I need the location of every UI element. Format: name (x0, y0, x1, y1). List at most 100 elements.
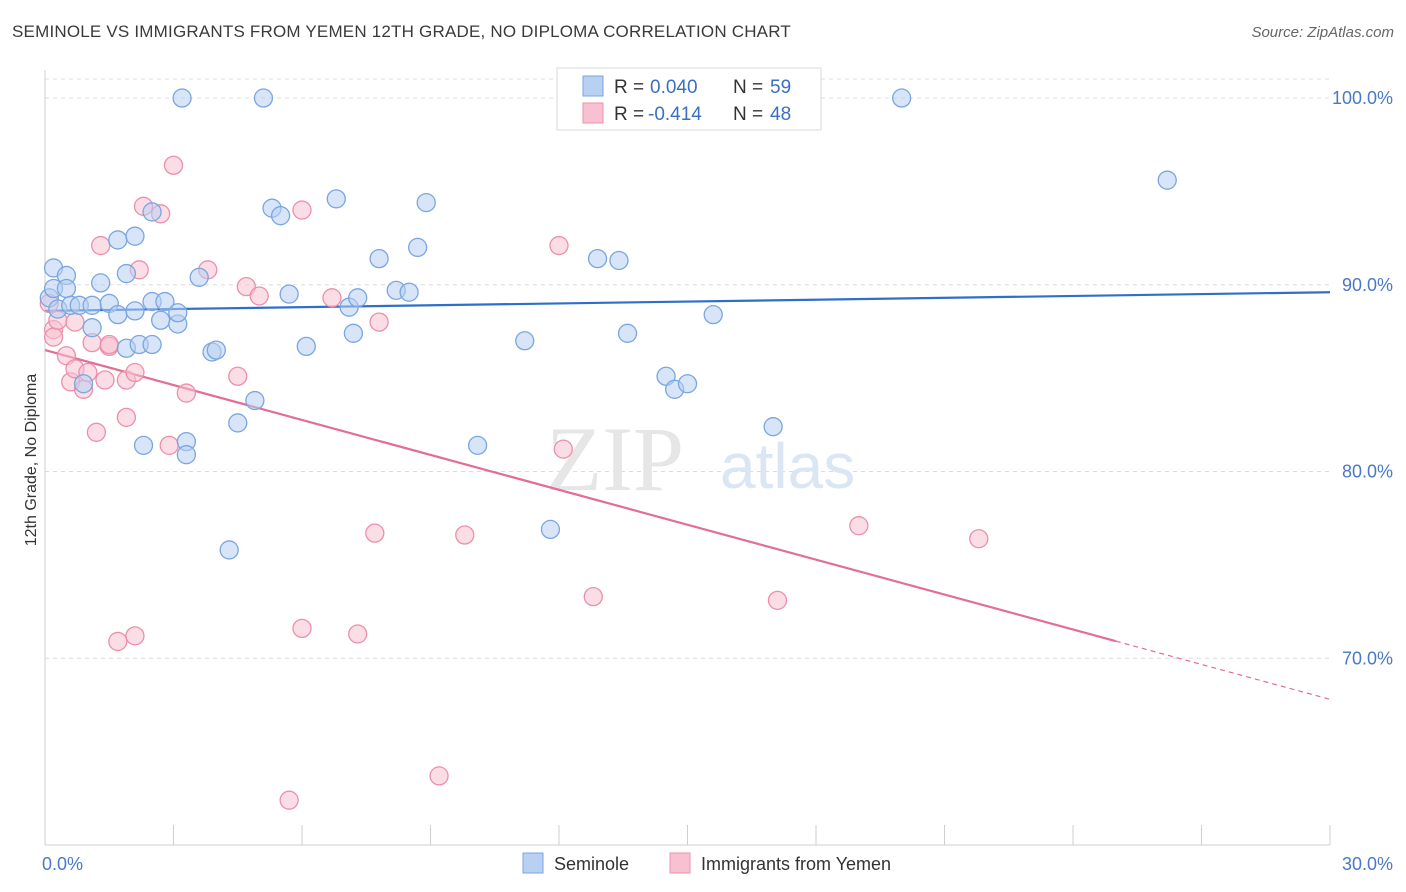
seminole-point (326, 189, 346, 209)
seminole-point (296, 336, 316, 357)
seminole-point (82, 318, 102, 338)
seminole-point (609, 250, 629, 271)
seminole-point (155, 291, 175, 312)
yemen-point (553, 439, 573, 459)
yemen-point (99, 334, 119, 355)
y-tick-labels: 70.0% 80.0% 90.0% 100.0% (1332, 88, 1393, 668)
seminole-point (142, 202, 162, 222)
seminole-point (125, 301, 145, 321)
yemen-point (159, 435, 179, 456)
y-axis-title: 12th Grade, No Diploma (23, 374, 40, 547)
seminole-point (617, 323, 638, 343)
seminole-point (108, 304, 128, 325)
yemen-point (429, 766, 449, 786)
seminole-point (189, 267, 209, 287)
x-tick-label: 30.0% (1342, 854, 1393, 874)
yemen-point (125, 362, 145, 383)
seminole-point (73, 374, 94, 394)
bottom-legend-label-seminole: Seminole (554, 854, 629, 874)
yemen-point (549, 235, 569, 256)
yemen-point (163, 155, 184, 175)
seminole-point (279, 284, 299, 304)
seminole-point (677, 374, 698, 394)
yemen-point (236, 276, 256, 297)
yemen-points (39, 155, 989, 810)
seminole-point (416, 192, 436, 213)
y-tick-label: 80.0% (1342, 462, 1393, 482)
y-tick-label: 90.0% (1342, 275, 1393, 295)
yemen-point (91, 235, 111, 256)
yemen-trend-line (44, 349, 1117, 643)
yemen-point (249, 286, 269, 306)
seminole-point (763, 417, 783, 437)
seminole-point (892, 88, 912, 108)
seminole-point (108, 230, 128, 250)
seminole-point (56, 278, 77, 299)
yemen-point (969, 529, 989, 549)
seminole-point (142, 334, 162, 355)
seminole-point (369, 248, 389, 269)
yemen-trend-line-extension (1115, 640, 1331, 700)
y-tick-label: 70.0% (1342, 648, 1393, 668)
yemen-point (292, 618, 312, 639)
yemen-point (348, 624, 368, 644)
bottom-legend-swatch-yemen (669, 852, 691, 874)
yemen-point (369, 312, 389, 332)
seminole-point (219, 540, 239, 560)
source-credit: Source: ZipAtlas.com (1251, 24, 1394, 41)
yemen-point (767, 590, 788, 611)
seminole-point (245, 390, 265, 411)
yemen-point (95, 370, 115, 390)
legend-r-label: R = (614, 77, 644, 98)
seminole-point (399, 282, 419, 302)
axes (44, 70, 1331, 846)
legend-r-label: R = (614, 104, 644, 125)
seminole-point (228, 413, 248, 433)
seminole-point (82, 295, 102, 315)
seminole-point (91, 273, 111, 293)
seminole-point (467, 435, 488, 456)
legend-r-value-seminole: 0.040 (650, 77, 698, 98)
yemen-point (228, 366, 248, 386)
legend-row-seminole: R = 0.040 N = 59 (582, 75, 791, 98)
seminole-point (133, 435, 154, 456)
legend-n-value-seminole: 59 (770, 77, 791, 98)
legend-swatch-yemen (582, 102, 604, 124)
legend-n-label: N = (733, 104, 763, 125)
yemen-point (322, 288, 342, 308)
legend-swatch-seminole (582, 75, 604, 97)
seminole-point (168, 303, 188, 323)
yemen-point (365, 523, 385, 543)
yemen-point (849, 516, 869, 536)
seminole-point (176, 445, 197, 465)
seminole-point (348, 288, 368, 308)
yemen-point (116, 407, 137, 427)
yemen-point (292, 200, 312, 220)
watermark-zip: ZIP (546, 408, 684, 510)
yemen-point (86, 422, 107, 442)
y-tick-label: 100.0% (1332, 88, 1393, 108)
seminole-trend-line (44, 291, 1331, 313)
seminole-point (150, 310, 171, 330)
chart-title: SEMINOLE VS IMMIGRANTS FROM YEMEN 12TH G… (12, 22, 791, 41)
seminole-point (270, 206, 291, 226)
seminole-points (39, 88, 1177, 560)
seminole-point (703, 304, 723, 325)
seminole-point (407, 237, 428, 258)
seminole-point (172, 88, 192, 108)
yemen-point (125, 626, 145, 646)
yemen-point (43, 327, 64, 347)
legend-row-yemen: R = -0.414 N = 48 (582, 102, 791, 125)
legend-r-value-yemen: -0.414 (648, 104, 702, 125)
seminole-point (116, 263, 137, 284)
bottom-legend-label-yemen: Immigrants from Yemen (701, 854, 891, 874)
yemen-point (108, 631, 128, 652)
legend-n-label: N = (733, 77, 763, 98)
yemen-point (455, 525, 475, 545)
legend: R = 0.040 N = 59 R = -0.414 N = 48 (556, 67, 822, 131)
x-tick-labels: 0.0% 30.0% (42, 854, 1393, 874)
seminole-point (515, 331, 535, 351)
yemen-point (279, 790, 299, 810)
yemen-point (65, 312, 85, 332)
